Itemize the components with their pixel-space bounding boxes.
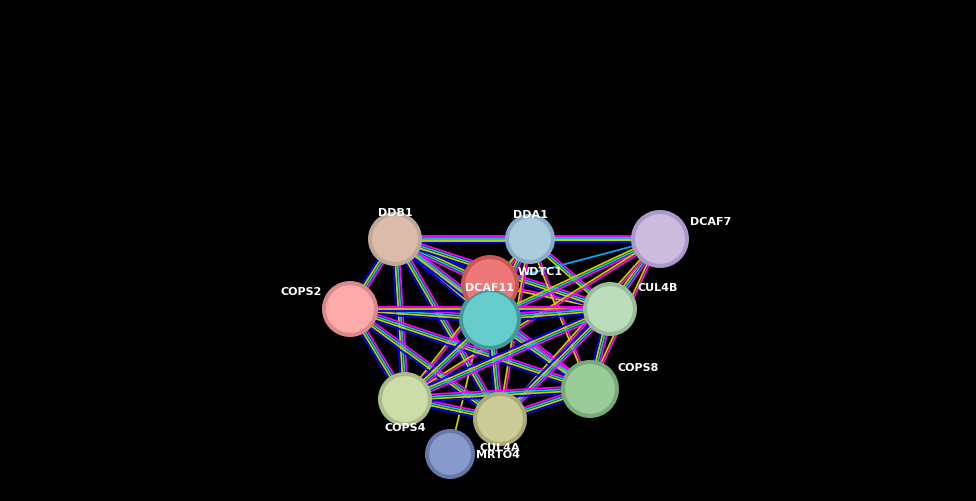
Circle shape <box>631 210 689 269</box>
Circle shape <box>428 432 472 476</box>
Circle shape <box>508 217 552 262</box>
Circle shape <box>505 214 555 265</box>
Circle shape <box>634 213 686 266</box>
Text: WDTC1: WDTC1 <box>518 267 563 277</box>
Text: DDA1: DDA1 <box>512 209 548 219</box>
Text: MRTO4: MRTO4 <box>476 449 520 459</box>
Text: COPS2: COPS2 <box>281 287 322 297</box>
Text: DCAF11: DCAF11 <box>466 283 514 293</box>
Text: COPS8: COPS8 <box>618 362 660 372</box>
Circle shape <box>473 392 527 446</box>
Circle shape <box>371 215 419 264</box>
Circle shape <box>381 375 429 423</box>
Text: DDB1: DDB1 <box>378 207 412 217</box>
Circle shape <box>325 285 375 334</box>
Circle shape <box>378 372 432 426</box>
Circle shape <box>476 395 524 443</box>
Circle shape <box>564 363 616 415</box>
Circle shape <box>462 292 518 347</box>
Text: DCAF7: DCAF7 <box>690 216 731 226</box>
Circle shape <box>461 256 519 313</box>
Text: COPS4: COPS4 <box>385 422 426 432</box>
Circle shape <box>425 429 475 479</box>
Circle shape <box>459 289 521 350</box>
Text: CUL4B: CUL4B <box>638 283 678 293</box>
Circle shape <box>464 259 516 311</box>
Circle shape <box>368 212 422 267</box>
Circle shape <box>586 286 634 333</box>
Circle shape <box>561 360 619 418</box>
Text: CUL4A: CUL4A <box>479 442 520 452</box>
Circle shape <box>322 282 378 337</box>
Circle shape <box>583 283 637 336</box>
